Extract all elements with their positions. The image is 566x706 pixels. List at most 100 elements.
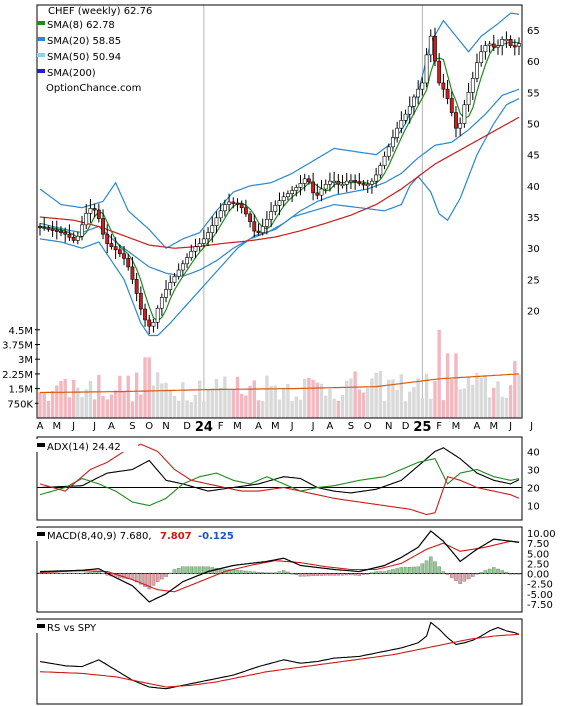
- candle-body: [449, 98, 454, 113]
- volume-bar: [458, 389, 462, 418]
- candle-body: [96, 209, 101, 219]
- macd-line: [40, 530, 520, 603]
- legend-swatch-sma20: [37, 37, 45, 41]
- macd-tick-label-0: 10.00: [527, 529, 556, 540]
- volume-bar: [252, 380, 256, 418]
- macd-histogram-bar: [500, 570, 504, 574]
- volume-bar: [155, 372, 160, 418]
- volume-bar: [475, 372, 479, 418]
- volume-bar: [307, 377, 311, 418]
- volume-bar: [416, 378, 420, 418]
- candle-body: [122, 253, 126, 259]
- candle-body: [185, 257, 189, 265]
- macd-histogram-bar: [458, 573, 462, 584]
- candle-body: [512, 45, 517, 48]
- macd-histogram-bar: [441, 571, 446, 574]
- candle-body: [407, 106, 412, 115]
- volume-tick-label-5: 4.5M: [8, 326, 33, 337]
- macd-histogram-bar: [386, 570, 391, 574]
- price-tick-label-4: 40: [527, 182, 540, 193]
- volume-bar: [273, 385, 277, 418]
- volume-tick-label-3: 3M: [18, 355, 33, 366]
- watermark: OptionChance.com: [46, 83, 141, 94]
- macd-tick-label-6: -5.00: [527, 590, 553, 601]
- volume-bar: [450, 379, 454, 418]
- macd-histogram-bar: [416, 566, 420, 574]
- macd-histogram-bar: [391, 569, 395, 574]
- candle-body: [164, 289, 168, 298]
- candle-body: [336, 180, 341, 185]
- volume-bar: [408, 391, 412, 418]
- macd-histogram-bar: [466, 573, 471, 580]
- candle-body: [458, 123, 463, 129]
- macd-histogram-bar: [214, 568, 219, 574]
- macd-histogram-bar: [462, 573, 467, 582]
- macd-histogram-bar: [315, 573, 320, 576]
- candle-body: [134, 279, 139, 294]
- volume-bar: [248, 385, 252, 418]
- macd-histogram-bar: [185, 566, 189, 574]
- volume-bar: [466, 377, 471, 418]
- macd-histogram-bar: [294, 573, 299, 576]
- candle-body: [479, 51, 484, 63]
- candle-body: [80, 224, 84, 237]
- candle-body: [231, 201, 236, 204]
- volume-panel: 750K 1.5M 2.25M 3M 3.75M 4.5M: [2, 326, 521, 418]
- volume-bar: [130, 401, 135, 418]
- price-frame: [36, 4, 523, 419]
- legend-swatch-sma8: [37, 21, 45, 25]
- macd-histogram-bar: [395, 568, 399, 574]
- candle-body: [298, 183, 303, 188]
- candle-body: [155, 307, 160, 323]
- adx-frame: [36, 436, 523, 521]
- volume-bar: [487, 397, 492, 418]
- x-tick-label-10: F: [218, 421, 224, 432]
- macd-histogram-bar: [71, 572, 76, 575]
- bollinger-lower-line: [39, 97, 520, 337]
- candle-body: [197, 243, 202, 247]
- rs-frame: [36, 618, 523, 705]
- macd-histogram-bar: [454, 573, 458, 581]
- candle-body: [256, 230, 261, 233]
- price-tick-label-1: 25: [527, 275, 540, 286]
- x-axis: A M J J A S O N D 24 F M A M J J A S O N D 25 F M A M J J: [37, 420, 534, 435]
- x-tick-label-20: D: [402, 421, 410, 432]
- volume-bar: [210, 388, 214, 418]
- macd-histogram-bar: [332, 573, 336, 576]
- macd-histogram-bar: [176, 568, 181, 574]
- volume-bar: [235, 376, 240, 418]
- candle-body: [353, 180, 358, 183]
- candle-body: [42, 226, 47, 229]
- volume-bar: [429, 398, 433, 418]
- macd-histogram-bar: [80, 572, 84, 575]
- macd-histogram-bar: [88, 571, 93, 574]
- macd-histogram-bar: [408, 566, 412, 574]
- panel-frames: [36, 4, 523, 705]
- volume-bar: [214, 379, 219, 418]
- x-tick-label-27: J: [529, 421, 533, 432]
- volume-bar: [479, 377, 483, 418]
- volume-bar: [160, 383, 164, 418]
- macd-histogram-bar: [412, 566, 416, 574]
- candle-body: [374, 174, 379, 182]
- macd-histogram-bar: [59, 572, 63, 574]
- candle-body: [84, 213, 89, 226]
- volume-bar: [134, 372, 139, 418]
- candle-body: [517, 43, 521, 47]
- macd-histogram-bar: [361, 573, 366, 575]
- price-tick-label-5: 45: [527, 151, 540, 162]
- x-tick-label-25: M: [489, 421, 498, 432]
- volume-bar: [101, 396, 105, 418]
- volume-bar: [433, 381, 437, 418]
- x-tick-label-7: N: [162, 421, 169, 432]
- candle-body: [176, 269, 181, 277]
- candle-body: [290, 190, 295, 194]
- x-tick-label-26: J: [508, 421, 512, 432]
- macd-histogram-bar: [424, 560, 429, 574]
- candle-body: [395, 127, 400, 138]
- macd-tick-label-2: 5.00: [527, 549, 549, 560]
- adx-tick-label-1: 20: [527, 484, 540, 495]
- x-tick-label-17: S: [348, 421, 354, 432]
- macd-histogram-bar: [269, 572, 273, 574]
